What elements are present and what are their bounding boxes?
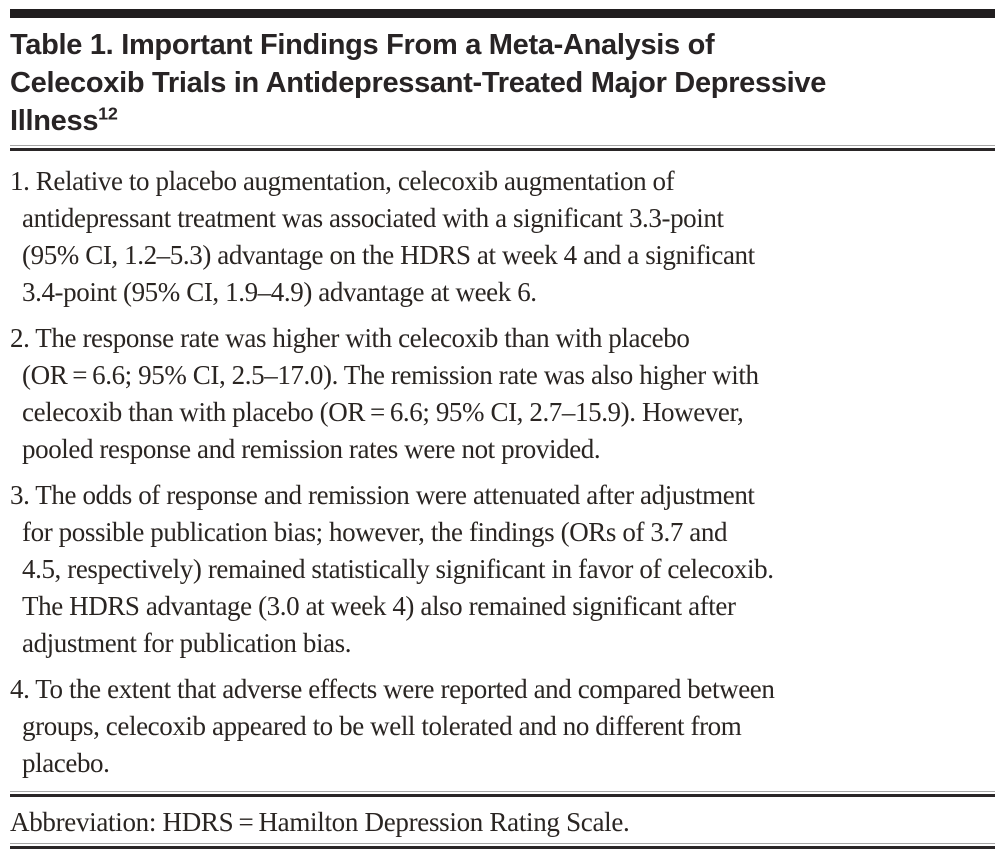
footnote-divider-rule: [10, 791, 995, 797]
finding-line: for possible publication bias; however, …: [22, 517, 728, 547]
title-line-2: Celecoxib Trials in Antidepressant-Treat…: [10, 67, 827, 99]
finding-item-1: 1. Relative to placebo augmentation, cel…: [10, 163, 995, 311]
finding-item-3: 3. The odds of response and remission we…: [10, 477, 995, 662]
finding-line: 1. Relative to placebo augmentation, cel…: [10, 166, 675, 196]
finding-line: (95% CI, 1.2–5.3) advantage on the HDRS …: [22, 240, 755, 270]
finding-line: 4. To the extent that adverse effects we…: [10, 674, 775, 704]
title-line-3: Illness12: [10, 102, 995, 140]
table-title: Table 1. Important Findings From a Meta-…: [10, 26, 995, 140]
title-divider-rule: [10, 145, 995, 151]
finding-line: 3. The odds of response and remission we…: [10, 480, 755, 510]
table-panel: Table 1. Important Findings From a Meta-…: [0, 9, 1005, 849]
finding-line: pooled response and remission rates were…: [22, 434, 601, 464]
finding-line: (OR = 6.6; 95% CI, 2.5–17.0). The remiss…: [22, 360, 759, 390]
finding-line: 4.5, respectively) remained statisticall…: [22, 554, 774, 584]
finding-line: antidepressant treatment was associated …: [22, 203, 724, 233]
title-line-3-text: Illness: [10, 105, 99, 137]
title-line-1: Table 1. Important Findings From a Meta-…: [10, 29, 715, 61]
finding-item-4: 4. To the extent that adverse effects we…: [10, 671, 995, 782]
finding-item-2: 2. The response rate was higher with cel…: [10, 320, 995, 468]
bottom-rule: [10, 843, 995, 849]
finding-line: 2. The response rate was higher with cel…: [10, 323, 690, 353]
title-reference-superscript: 12: [98, 103, 118, 124]
finding-line: groups, celecoxib appeared to be well to…: [22, 711, 742, 741]
findings-list: 1. Relative to placebo augmentation, cel…: [10, 163, 995, 782]
top-rule-bar: [10, 9, 995, 18]
finding-line: The HDRS advantage (3.0 at week 4) also …: [22, 591, 736, 621]
finding-line: adjustment for publication bias.: [22, 628, 352, 658]
finding-line: celecoxib than with placebo (OR = 6.6; 9…: [22, 397, 744, 427]
finding-line: 3.4-point (95% CI, 1.9–4.9) advantage at…: [22, 277, 537, 307]
finding-line: placebo.: [22, 748, 110, 778]
abbreviation-footnote: Abbreviation: HDRS = Hamilton Depression…: [10, 807, 630, 837]
